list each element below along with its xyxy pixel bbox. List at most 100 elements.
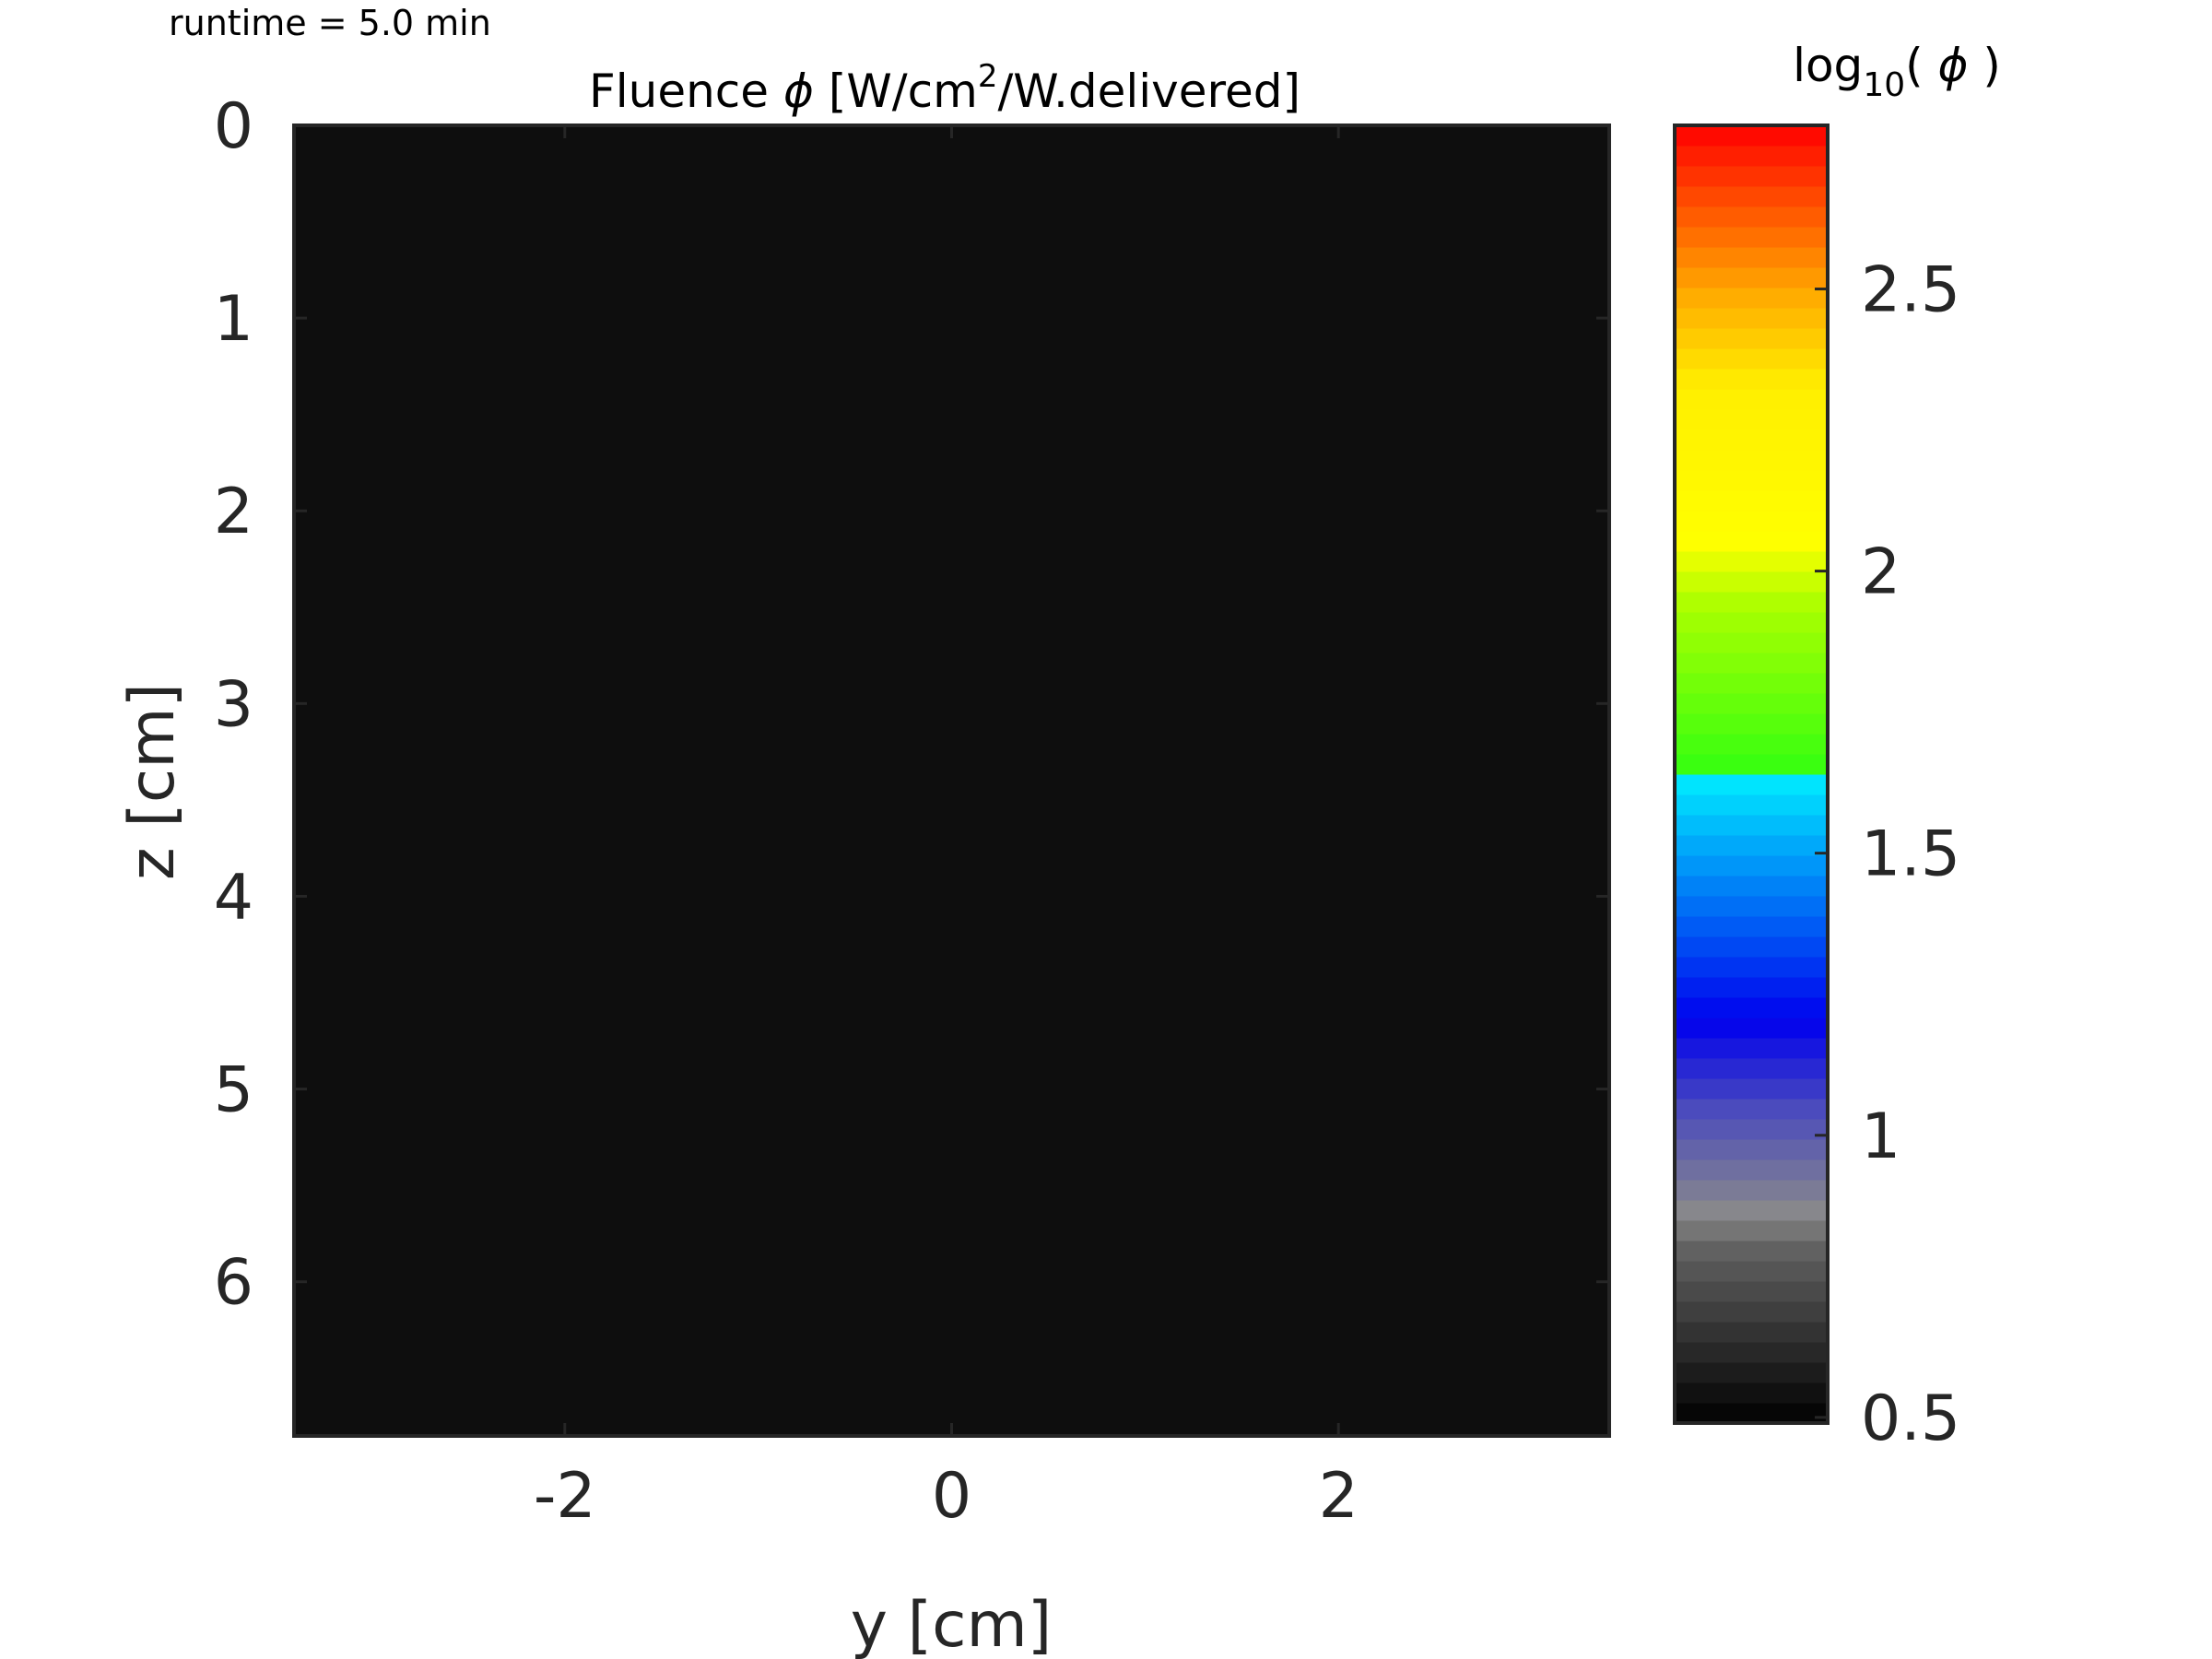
colorbar-band bbox=[1675, 712, 1828, 735]
colorbar-band bbox=[1675, 1179, 1828, 1201]
colorbar-label-subscript: 10 bbox=[1863, 66, 1905, 104]
x-tick-label: 0 bbox=[932, 1460, 971, 1533]
colorbar-band bbox=[1675, 1260, 1828, 1282]
colorbar-band bbox=[1675, 469, 1828, 491]
colorbar-tick-label: 1.5 bbox=[1861, 818, 1960, 891]
colorbar-band bbox=[1675, 307, 1828, 329]
colorbar-band bbox=[1675, 834, 1828, 856]
colorbar-band bbox=[1675, 672, 1828, 694]
colorbar-band bbox=[1675, 1057, 1828, 1079]
colorbar-band bbox=[1675, 814, 1828, 836]
colorbar-band bbox=[1675, 287, 1828, 309]
y-tick-label: 3 bbox=[214, 668, 253, 741]
colorbar-band bbox=[1675, 530, 1828, 552]
colorbar-band bbox=[1675, 1037, 1828, 1059]
y-tick-label: 1 bbox=[214, 283, 253, 356]
colorbar-label: log10( ϕ ) bbox=[1793, 39, 2001, 104]
colorbar-band bbox=[1675, 996, 1828, 1018]
y-tick-label: 5 bbox=[214, 1054, 253, 1127]
colorbar-band bbox=[1675, 388, 1828, 410]
colorbar-band bbox=[1675, 652, 1828, 674]
colorbar-band bbox=[1675, 733, 1828, 755]
y-tick-label: 2 bbox=[214, 476, 253, 548]
title-prefix: Fluence bbox=[589, 65, 783, 118]
y-axis-label: z [cm] bbox=[116, 683, 189, 880]
colorbar-band bbox=[1675, 246, 1828, 268]
colorbar-band bbox=[1675, 124, 1828, 147]
colorbar-band bbox=[1675, 956, 1828, 978]
colorbar-tick-label: 0.5 bbox=[1861, 1382, 1960, 1455]
colorbar-band bbox=[1675, 1219, 1828, 1241]
plot-frame bbox=[292, 124, 1611, 1438]
title-symbol: ϕ bbox=[783, 65, 814, 118]
x-tick-label: 2 bbox=[1319, 1460, 1359, 1533]
colorbar-band bbox=[1675, 1382, 1828, 1404]
x-axis-label: y [cm] bbox=[851, 1589, 1053, 1659]
colorbar-band bbox=[1675, 935, 1828, 958]
colorbar-band bbox=[1675, 1138, 1828, 1160]
colorbar-band bbox=[1675, 895, 1828, 917]
colorbar-band bbox=[1675, 571, 1828, 593]
colorbar-tick-label: 1 bbox=[1861, 1100, 1900, 1173]
colorbar-band bbox=[1675, 1300, 1828, 1323]
colorbar-band bbox=[1675, 875, 1828, 897]
colorbar-band bbox=[1675, 550, 1828, 572]
chart-title: Fluence ϕ [W/cm2/W.delivered] bbox=[589, 58, 1300, 118]
runtime-label: runtime = 5.0 min bbox=[169, 3, 491, 43]
colorbar-band bbox=[1675, 1402, 1828, 1424]
colorbar-tick-label: 2 bbox=[1861, 536, 1900, 609]
y-tick-label: 6 bbox=[214, 1247, 253, 1320]
heatmap-field bbox=[294, 125, 1609, 1436]
colorbar-band bbox=[1675, 692, 1828, 714]
y-tick-label: 4 bbox=[214, 861, 253, 934]
colorbar-band bbox=[1675, 591, 1828, 613]
colorbar-band bbox=[1675, 1017, 1828, 1039]
colorbar-band bbox=[1675, 1159, 1828, 1181]
colorbar-band bbox=[1675, 611, 1828, 633]
colorbar-frame bbox=[1673, 124, 1830, 1425]
colorbar-label-suffix: ) bbox=[1969, 39, 2001, 92]
colorbar-band bbox=[1675, 165, 1828, 187]
colorbar-band bbox=[1675, 327, 1828, 349]
colorbar-tick-label: 2.5 bbox=[1861, 254, 1960, 327]
colorbar-band bbox=[1675, 489, 1828, 512]
colorbar-band bbox=[1675, 206, 1828, 228]
colorbar-band bbox=[1675, 1199, 1828, 1221]
colorbar-band bbox=[1675, 794, 1828, 816]
colorbar-band bbox=[1675, 854, 1828, 877]
colorbar-band bbox=[1675, 185, 1828, 207]
colorbar-band bbox=[1675, 429, 1828, 451]
colorbar-band bbox=[1675, 226, 1828, 248]
colorbar-band bbox=[1675, 753, 1828, 775]
colorbar-band bbox=[1675, 145, 1828, 167]
title-unit-sup: 2 bbox=[978, 58, 998, 95]
x-ticks: -2 0 2 bbox=[534, 125, 1359, 1533]
colorbar-band bbox=[1675, 631, 1828, 653]
colorbar-band bbox=[1675, 1118, 1828, 1140]
colorbar-band bbox=[1675, 1361, 1828, 1383]
colorbar: 0.5 1 1.5 2 2.5 bbox=[1673, 124, 1960, 1455]
colorbar-bands bbox=[1675, 124, 1828, 1424]
colorbar-band bbox=[1675, 449, 1828, 471]
colorbar-band bbox=[1675, 266, 1828, 288]
colorbar-label-prefix: log bbox=[1793, 39, 1863, 92]
colorbar-band bbox=[1675, 347, 1828, 370]
title-unit-start: [W/cm bbox=[814, 65, 978, 118]
colorbar-band bbox=[1675, 1321, 1828, 1343]
colorbar-band bbox=[1675, 368, 1828, 390]
colorbar-band bbox=[1675, 1341, 1828, 1363]
colorbar-label-middle: ( bbox=[1905, 39, 1937, 92]
colorbar-band bbox=[1675, 915, 1828, 937]
y-ticks: 0 1 2 3 4 5 6 bbox=[214, 90, 1609, 1320]
title-unit-end: /W.delivered] bbox=[997, 65, 1300, 118]
colorbar-band bbox=[1675, 1098, 1828, 1120]
colorbar-band bbox=[1675, 976, 1828, 998]
colorbar-band bbox=[1675, 408, 1828, 430]
colorbar-label-symbol: ϕ bbox=[1938, 39, 1969, 92]
colorbar-band bbox=[1675, 1240, 1828, 1262]
y-tick-label: 0 bbox=[214, 90, 253, 163]
colorbar-band bbox=[1675, 773, 1828, 795]
colorbar-band bbox=[1675, 510, 1828, 532]
plot-area: -2 0 2 0 1 2 3 4 5 6 bbox=[214, 90, 1611, 1533]
